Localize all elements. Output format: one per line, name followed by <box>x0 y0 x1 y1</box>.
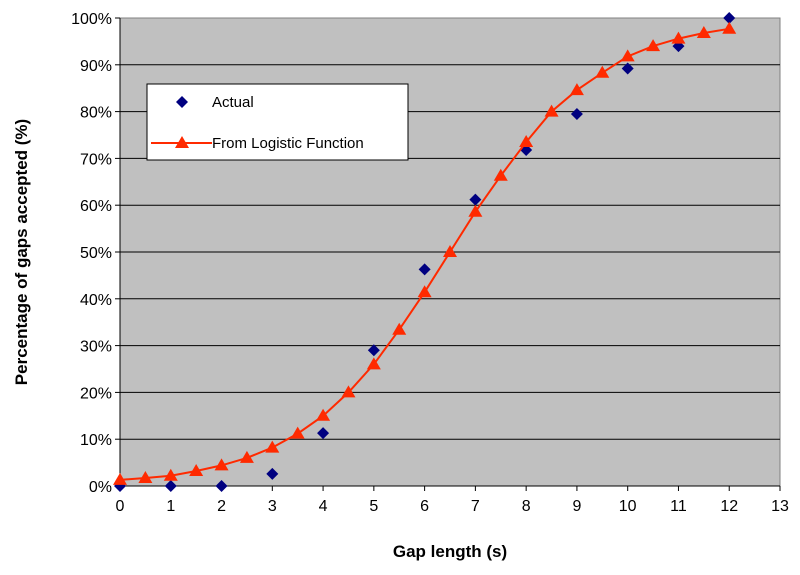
x-tick-label: 12 <box>720 498 738 515</box>
x-tick-label: 0 <box>116 498 125 515</box>
x-tick-label: 1 <box>166 498 175 515</box>
y-tick-label: 10% <box>80 432 112 449</box>
x-tick-labels: 0 1 2 3 4 5 6 7 8 9 10 11 12 13 <box>116 498 789 515</box>
y-tick-label: 90% <box>80 58 112 75</box>
x-tick-label: 13 <box>771 498 789 515</box>
x-tick-label: 3 <box>268 498 277 515</box>
y-tick-label: 0% <box>89 479 112 496</box>
y-tick-label: 40% <box>80 292 112 309</box>
x-tick-label: 8 <box>522 498 531 515</box>
x-tick-label: 9 <box>572 498 581 515</box>
x-tick-label: 2 <box>217 498 226 515</box>
x-tick-label: 11 <box>670 498 687 515</box>
x-axis-title: Gap length (s) <box>393 542 507 561</box>
y-tick-label: 30% <box>80 339 112 356</box>
y-tick-label: 20% <box>80 385 112 402</box>
x-tick-label: 5 <box>369 498 378 515</box>
y-axis-title: Percentage of gaps accepted (%) <box>12 119 31 385</box>
x-tick-label: 6 <box>420 498 429 515</box>
y-tick-label: 60% <box>80 198 112 215</box>
y-tick-label: 70% <box>80 151 112 168</box>
y-tick-labels: 0% 10% 20% 30% 40% 50% 60% 70% 80% 90% 100% <box>71 11 112 496</box>
y-tick-label: 80% <box>80 105 112 122</box>
x-tick-label: 10 <box>619 498 637 515</box>
y-tick-label: 100% <box>71 11 112 28</box>
x-tick-label: 7 <box>471 498 480 515</box>
legend: Actual From Logistic Function <box>147 84 408 160</box>
y-tick-label: 50% <box>80 245 112 262</box>
x-tick-label: 4 <box>319 498 328 515</box>
legend-logistic-label: From Logistic Function <box>212 135 364 152</box>
legend-actual-label: Actual <box>212 94 254 111</box>
